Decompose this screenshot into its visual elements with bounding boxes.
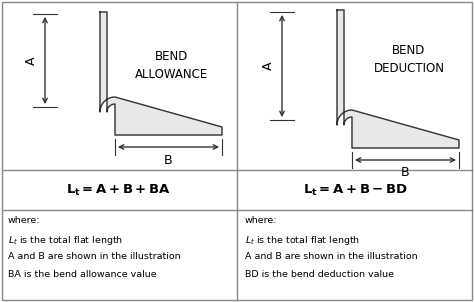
Text: A and B are shown in the illustration: A and B are shown in the illustration	[245, 252, 418, 261]
Text: $L_t$ is the total flat length: $L_t$ is the total flat length	[245, 234, 360, 247]
Text: $\mathbf{L_t = A + B - BD}$: $\mathbf{L_t = A + B - BD}$	[302, 182, 408, 198]
Text: B: B	[401, 166, 410, 179]
Text: $\mathbf{L_t = A + B + BA}$: $\mathbf{L_t = A + B + BA}$	[65, 182, 170, 198]
Polygon shape	[100, 12, 222, 135]
Text: A: A	[25, 56, 37, 65]
Text: BD is the bend deduction value: BD is the bend deduction value	[245, 270, 394, 279]
Text: B: B	[164, 153, 173, 166]
Text: BEND
DEDUCTION: BEND DEDUCTION	[374, 44, 445, 76]
Text: where:: where:	[8, 216, 40, 225]
Text: A: A	[262, 62, 274, 70]
Text: BA is the bend allowance value: BA is the bend allowance value	[8, 270, 156, 279]
Text: BEND
ALLOWANCE: BEND ALLOWANCE	[136, 50, 209, 81]
Polygon shape	[337, 10, 459, 148]
Text: $L_t$ is the total flat length: $L_t$ is the total flat length	[8, 234, 123, 247]
Text: A and B are shown in the illustration: A and B are shown in the illustration	[8, 252, 181, 261]
Text: where:: where:	[245, 216, 277, 225]
